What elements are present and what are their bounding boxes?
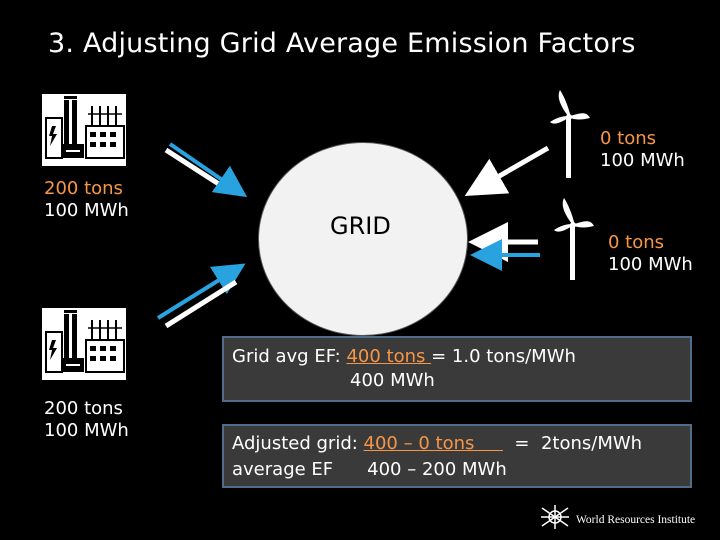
turbine-2-mwh: 100 MWh (608, 254, 693, 275)
adjusted-grid-ef-box: Adjusted grid: 400 – 0 tons = 2tons/MWh … (222, 424, 692, 488)
grid-avg-ef-prefix: Grid avg EF: (232, 346, 347, 367)
adjusted-grid-denominator: 400 – 200 MWh (367, 459, 507, 480)
power-plant-icon (42, 94, 126, 166)
wind-turbine-icon (554, 198, 594, 280)
wri-logo-text: World Resources Institute (576, 514, 696, 526)
power-plant-icon (42, 308, 126, 380)
adjusted-grid-prefix: Adjusted grid: (232, 433, 364, 454)
grid-avg-ef-box: Grid avg EF: 400 tons = 1.0 tons/MWh 400… (222, 336, 692, 402)
plant-1-mwh: 100 MWh (44, 200, 129, 221)
wind-turbine-icon (550, 90, 590, 178)
grid-avg-ef-line1: Grid avg EF: 400 tons = 1.0 tons/MWh (232, 344, 576, 370)
plant-2-tons: 200 tons (44, 398, 123, 419)
plant-1-tons: 200 tons (44, 178, 123, 199)
wri-logo-icon (541, 505, 569, 529)
adjusted-grid-line2-prefix: average EF (232, 459, 334, 480)
turbine-1-tons: 0 tons (600, 128, 657, 149)
arrow-turbine2-to-grid (468, 222, 540, 271)
grid-avg-ef-numerator: 400 tons (346, 346, 432, 367)
arrow-plant2-to-grid (156, 263, 246, 329)
plant-2-label: 200 tons 100 MWh (44, 398, 129, 442)
turbine-2-tons: 0 tons (608, 232, 665, 253)
slide-title: 3. Adjusting Grid Average Emission Facto… (48, 28, 636, 59)
grid-label: GRID (330, 212, 391, 240)
adjusted-grid-ef-line1: Adjusted grid: 400 – 0 tons = 2tons/MWh (232, 431, 642, 457)
grid-avg-ef-denominator: 400 MWh (350, 370, 435, 391)
adjusted-grid-result: = 2tons/MWh (502, 433, 643, 454)
grid-circle (258, 142, 468, 336)
adjusted-grid-ef-line2: average EF 400 – 200 MWh (232, 457, 507, 483)
plant-1-label: 200 tons 100 MWh (44, 178, 129, 222)
turbine-1-label: 0 tons 100 MWh (600, 128, 685, 172)
turbine-1-mwh: 100 MWh (600, 150, 685, 171)
arrow-plant1-to-grid (164, 142, 248, 198)
grid-avg-ef-result: = 1.0 tons/MWh (431, 346, 576, 367)
adjusted-grid-numerator: 400 – 0 tons (363, 433, 503, 454)
plant-2-mwh: 100 MWh (44, 420, 129, 441)
arrow-turbine1-to-grid (464, 145, 550, 196)
turbine-2-label: 0 tons 100 MWh (608, 232, 693, 276)
